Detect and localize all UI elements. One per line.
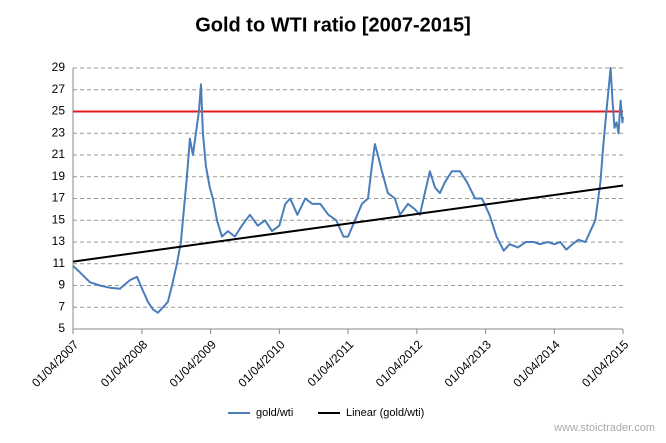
y-tick-label: 17 (52, 191, 66, 205)
y-tick-label: 27 (52, 82, 66, 96)
y-tick-label: 25 (52, 104, 66, 118)
y-tick-label: 11 (53, 256, 66, 270)
y-tick-label: 21 (52, 147, 66, 161)
y-tick-label: 5 (58, 321, 65, 335)
y-tick-label: 29 (52, 60, 66, 74)
y-tick-label: 15 (52, 212, 66, 226)
y-tick-label: 23 (52, 125, 66, 139)
chart-title: Gold to WTI ratio [2007-2015] (195, 14, 471, 36)
y-tick-label: 7 (58, 299, 65, 313)
legend-label: Linear (gold/wti) (346, 407, 424, 419)
data-line (72, 67, 624, 314)
watermark: www.stoictrader.com (553, 422, 655, 434)
y-tick-label: 13 (52, 234, 66, 248)
y-tick-label: 19 (52, 169, 66, 183)
y-tick-label: 9 (58, 278, 65, 292)
data-line (72, 184, 624, 263)
legend-label: gold/wti (256, 407, 293, 419)
